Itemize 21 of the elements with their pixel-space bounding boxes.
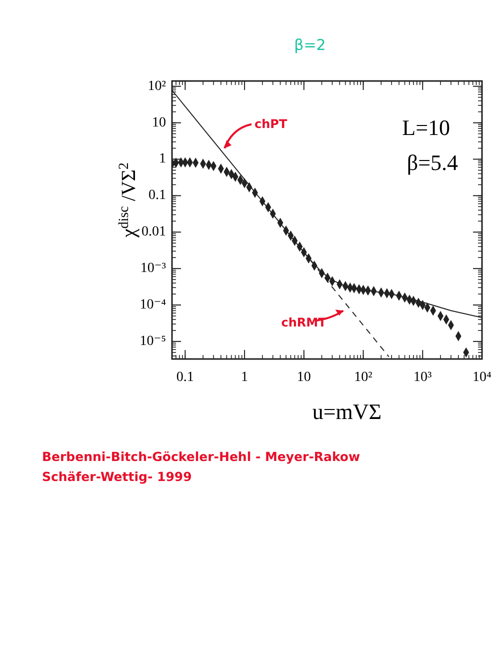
y-tick-label: 0.01 xyxy=(142,224,166,240)
x-tick-label: 10 xyxy=(296,370,311,385)
y-tick-label: 10⁻³ xyxy=(140,261,166,276)
y-tick-label: 10⁻⁴ xyxy=(140,298,166,313)
annotation: L=10 xyxy=(402,115,450,140)
y-tick-label: 10⁻⁵ xyxy=(140,334,166,349)
text: Schäfer-Wettig- 1999 xyxy=(42,469,192,484)
y-tick-label: 10 xyxy=(152,115,166,130)
text: Berbenni-Bitch-Göckeler-Hehl - Meyer-Rakow xyxy=(42,449,361,464)
x-tick-label: 10³ xyxy=(414,370,432,385)
y-tick-label: 1 xyxy=(159,152,166,167)
annotation: chPT xyxy=(254,117,288,132)
y-tick-label: 10² xyxy=(148,78,166,94)
annotation: β=5.4 xyxy=(406,150,458,175)
y-tick-label: 0.1 xyxy=(148,188,166,204)
x-axis-title: u=mVΣ xyxy=(312,399,382,424)
chart-title: β=2 xyxy=(294,36,326,54)
x-tick-label: 1 xyxy=(241,370,248,385)
x-tick-label: 0.1 xyxy=(176,370,194,385)
x-tick-label: 10⁴ xyxy=(472,370,492,385)
x-tick-label: 10² xyxy=(354,370,372,385)
